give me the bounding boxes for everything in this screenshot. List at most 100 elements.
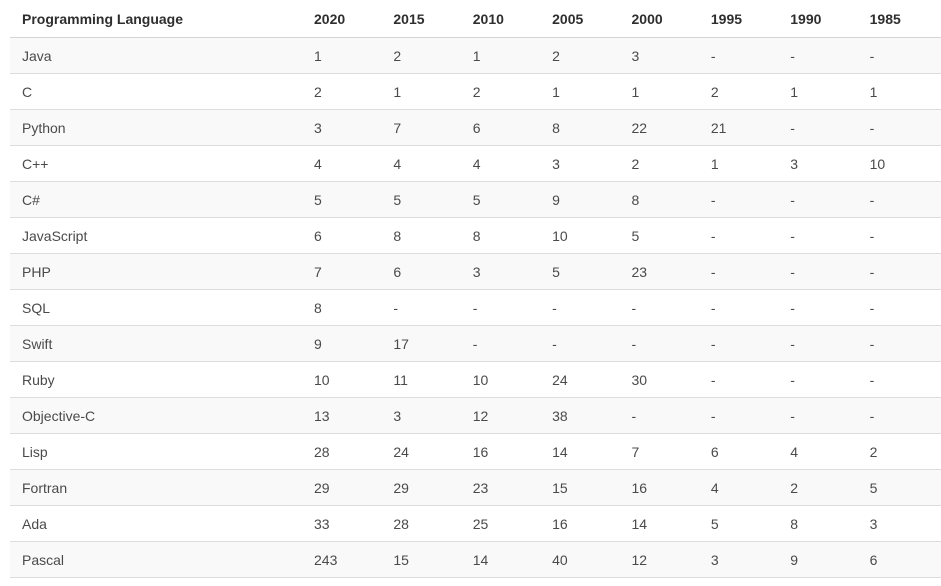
rank-cell: 7 (306, 253, 386, 290)
rank-cell: 9 (782, 541, 862, 578)
language-cell: C++ (10, 145, 306, 182)
rank-cell: 3 (782, 145, 862, 182)
rank-cell: 24 (385, 433, 465, 470)
rank-cell: 38 (544, 397, 624, 434)
rank-cell: 5 (385, 181, 465, 218)
rank-cell: - (782, 109, 862, 146)
rank-cell: - (782, 181, 862, 218)
rank-cell: 5 (623, 217, 703, 254)
rank-cell: 3 (385, 397, 465, 434)
rank-cell: - (544, 289, 624, 326)
rank-cell: - (702, 181, 783, 218)
table-body: Java 1 2 1 2 3- - - C 2 1 2 1 1 2 1 1 Python 3 7 6 8 22 21- - C++… (10, 37, 941, 578)
rank-cell: 5 (702, 505, 783, 542)
rank-cell: 15 (544, 469, 624, 506)
rank-cell: - (861, 325, 941, 362)
rank-cell: 3 (306, 109, 386, 146)
rank-cell: 14 (464, 541, 545, 578)
column-header-year-2000: 2000 (623, 0, 703, 38)
rank-cell: 1 (782, 73, 862, 110)
language-ranking-table-container: Programming Language 2020 2015 2010 2005 2000… (10, 0, 941, 578)
rank-cell: 5 (861, 469, 941, 506)
table-row: Python 3 7 6 8 22 21- - (10, 109, 941, 146)
rank-cell: 33 (306, 505, 386, 542)
column-header-year-1985: 1985 (861, 0, 941, 38)
rank-cell: 1 (306, 37, 386, 74)
rank-cell: 1 (544, 73, 624, 110)
language-ranking-table: Programming Language 2020 2015 2010 2005 2000… (10, 0, 941, 578)
rank-cell: - (861, 289, 941, 326)
rank-cell: 3 (544, 145, 624, 182)
rank-cell: 10 (861, 145, 941, 182)
rank-cell: 243 (306, 541, 386, 578)
rank-cell: - (782, 325, 862, 362)
column-header-year-2005: 2005 (544, 0, 624, 38)
rank-cell: 3 (702, 541, 783, 578)
rank-cell: 2 (544, 37, 624, 74)
rank-cell: 2 (702, 73, 783, 110)
column-header-year-1995: 1995 (702, 0, 783, 38)
rank-cell: - (464, 325, 545, 362)
rank-cell: - (861, 397, 941, 434)
header-row: Programming Language 2020 2015 2010 2005 2000… (10, 0, 941, 38)
language-cell: Swift (10, 325, 306, 362)
table-row: Ruby 10 11 10 24 30- - - (10, 361, 941, 398)
rank-cell: 8 (782, 505, 862, 542)
rank-cell: 12 (464, 397, 545, 434)
rank-cell: 40 (544, 541, 624, 578)
rank-cell: - (861, 109, 941, 146)
language-cell: PHP (10, 253, 306, 290)
rank-cell: 1 (702, 145, 783, 182)
rank-cell: 21 (702, 109, 783, 146)
rank-cell: - (861, 253, 941, 290)
rank-cell: - (861, 37, 941, 74)
table-row: C++ 4 4 4 3 2 1 3 10 (10, 145, 941, 182)
rank-cell: 8 (306, 289, 386, 326)
rank-cell: - (782, 397, 862, 434)
table-row: Pascal 243 15 14 40 12 3 9 6 (10, 541, 941, 578)
rank-cell: 10 (306, 361, 386, 398)
rank-cell: 2 (306, 73, 386, 110)
rank-cell: - (702, 217, 783, 254)
rank-cell: 4 (464, 145, 545, 182)
table-row: Objective-C 13 3 12 38- - - - (10, 397, 941, 434)
rank-cell: 2 (782, 469, 862, 506)
rank-cell: 23 (464, 469, 545, 506)
language-cell: C# (10, 181, 306, 218)
rank-cell: 3 (623, 37, 703, 74)
rank-cell: 10 (544, 217, 624, 254)
rank-cell: 17 (385, 325, 465, 362)
rank-cell: - (544, 325, 624, 362)
rank-cell: 6 (306, 217, 386, 254)
rank-cell: - (861, 181, 941, 218)
language-cell: Pascal (10, 541, 306, 578)
rank-cell: 8 (623, 181, 703, 218)
table-head: Programming Language 2020 2015 2010 2005 2000… (10, 0, 941, 38)
rank-cell: 29 (385, 469, 465, 506)
column-header-year-2015: 2015 (385, 0, 465, 38)
rank-cell: - (702, 289, 783, 326)
rank-cell: 4 (782, 433, 862, 470)
column-header-year-1990: 1990 (782, 0, 862, 38)
table-row: Lisp 28 24 16 14 7 6 4 2 (10, 433, 941, 470)
rank-cell: 7 (385, 109, 465, 146)
rank-cell: 5 (544, 253, 624, 290)
rank-cell: 6 (861, 541, 941, 578)
column-header-language: Programming Language (10, 0, 306, 38)
rank-cell: 8 (385, 217, 465, 254)
rank-cell: 4 (306, 145, 386, 182)
rank-cell: - (385, 289, 465, 326)
rank-cell: 28 (306, 433, 386, 470)
rank-cell: 9 (544, 181, 624, 218)
table-row: C# 5 5 5 9 8- - - (10, 181, 941, 218)
rank-cell: 5 (306, 181, 386, 218)
rank-cell: 14 (623, 505, 703, 542)
rank-cell: 2 (861, 433, 941, 470)
rank-cell: 1 (623, 73, 703, 110)
rank-cell: - (464, 289, 545, 326)
rank-cell: 16 (623, 469, 703, 506)
rank-cell: 12 (623, 541, 703, 578)
language-cell: Objective-C (10, 397, 306, 434)
rank-cell: - (702, 325, 783, 362)
